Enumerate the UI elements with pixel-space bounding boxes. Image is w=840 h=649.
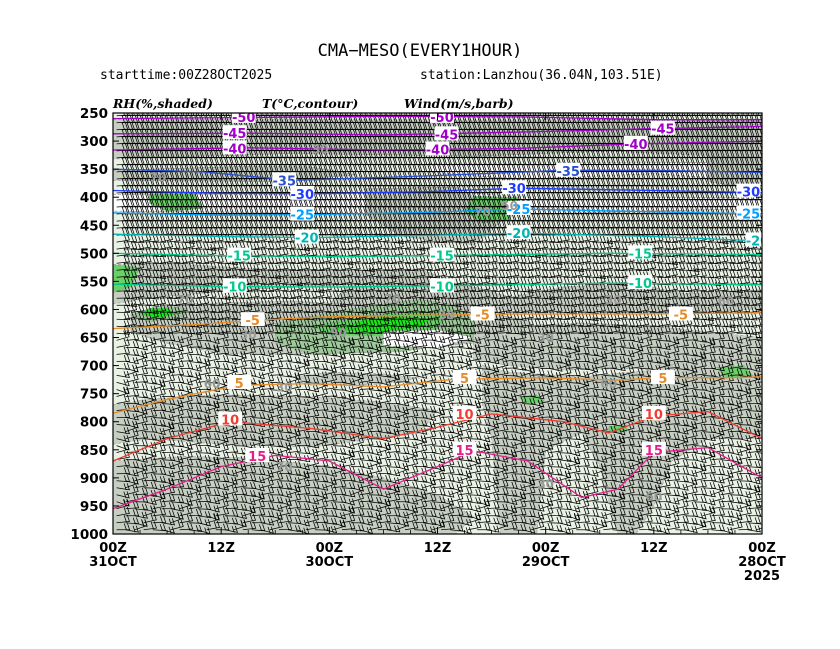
- wind-barb: [756, 122, 762, 131]
- wind-barb: [756, 150, 762, 159]
- wind-barb: [756, 114, 762, 117]
- wind-barb: [761, 143, 762, 145]
- plot-area: -50 -50-45 -45 -45-40 -40 -40-35-35-30 -30 -30-…: [113, 113, 762, 534]
- wind-barb: [751, 143, 762, 152]
- wind-barb: [761, 206, 762, 208]
- wind-barb: [761, 178, 762, 180]
- wind-barb: [761, 227, 762, 229]
- wind-barb: [761, 164, 762, 166]
- legend-temperature: T(°C,contour): [262, 96, 358, 111]
- legend-wind: Wind(m/s,barb): [404, 96, 514, 111]
- wind-barb: [761, 192, 762, 194]
- wind-barb: [761, 136, 762, 138]
- wind-barb: [751, 113, 762, 117]
- wind-barb: [756, 136, 762, 145]
- wind-barb: [761, 185, 762, 187]
- wind-barb: [756, 129, 762, 138]
- wind-barb: [761, 122, 762, 124]
- starttime-label: starttime:00Z28OCT2025: [100, 68, 272, 83]
- wind-barb: [761, 199, 762, 201]
- wind-barb: [761, 234, 762, 236]
- wind-barb: [761, 115, 762, 117]
- wind-barb: [761, 129, 762, 131]
- wind-barb: [761, 213, 762, 215]
- station-label: station:Lanzhou(36.04N,103.51E): [420, 68, 663, 83]
- wind-barb: [761, 220, 762, 222]
- wind-barb: [756, 115, 762, 124]
- wind-barb: [756, 143, 762, 152]
- wind-barb: [761, 150, 762, 152]
- wind-barb: [751, 150, 762, 159]
- wind-barb: [751, 129, 762, 138]
- wind-barb: [751, 136, 762, 145]
- legend-rh: RH(%,shaded): [112, 96, 213, 111]
- chart-title: CMA−MESO(EVERY1HOUR): [318, 41, 523, 61]
- wind-barb: [761, 157, 762, 159]
- rh-region-20: [113, 394, 439, 448]
- wind-barb: [761, 171, 762, 173]
- rh-region-9: [113, 264, 141, 293]
